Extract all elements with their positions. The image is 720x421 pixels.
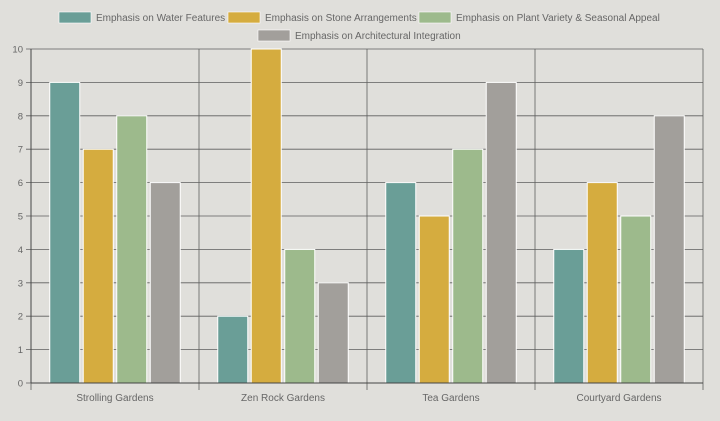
legend-item: Emphasis on Plant Variety & Seasonal App… bbox=[418, 11, 660, 24]
y-tick-label: 4 bbox=[18, 245, 23, 256]
axes: 0 1 2 3 4 5 6 7 8 9 10 Strolling Gardens Zen Rock Ga… bbox=[12, 45, 703, 404]
bar bbox=[217, 315, 249, 384]
legend-label: Emphasis on Plant Variety & Seasonal App… bbox=[456, 13, 660, 24]
bar bbox=[250, 48, 282, 384]
y-tick-label: 8 bbox=[18, 111, 23, 122]
y-tick-label: 3 bbox=[18, 278, 23, 289]
legend-label: Emphasis on Stone Arrangements bbox=[265, 13, 417, 24]
x-tick-label: Courtyard Gardens bbox=[576, 393, 661, 404]
bar bbox=[116, 115, 148, 384]
bar bbox=[149, 182, 181, 384]
x-tick-label: Tea Gardens bbox=[422, 393, 479, 404]
legend: Emphasis on Water Features Emphasis on St… bbox=[58, 11, 660, 42]
bar bbox=[653, 115, 685, 384]
y-tick-label: 7 bbox=[18, 145, 23, 156]
bar bbox=[284, 248, 316, 384]
bar bbox=[620, 215, 652, 384]
legend-swatch bbox=[227, 11, 261, 24]
legend-item: Emphasis on Architectural Integration bbox=[257, 29, 461, 42]
bar bbox=[385, 182, 417, 384]
bar bbox=[553, 248, 585, 384]
y-tick-label: 1 bbox=[18, 345, 23, 356]
bars bbox=[49, 48, 685, 384]
y-tick-label: 5 bbox=[18, 212, 23, 223]
bar bbox=[82, 148, 114, 384]
legend-item: Emphasis on Stone Arrangements bbox=[227, 11, 417, 24]
bar bbox=[418, 215, 450, 384]
bar bbox=[49, 81, 81, 384]
bar bbox=[452, 148, 484, 384]
y-tick-label: 9 bbox=[18, 78, 23, 89]
y-tick-label: 0 bbox=[18, 379, 23, 390]
y-tick-label: 6 bbox=[18, 178, 23, 189]
x-tick-label: Zen Rock Gardens bbox=[241, 393, 325, 404]
bar bbox=[586, 182, 618, 384]
x-tick-label: Strolling Gardens bbox=[76, 393, 153, 404]
legend-label: Emphasis on Architectural Integration bbox=[295, 31, 461, 42]
y-tick-label: 2 bbox=[18, 312, 23, 323]
legend-swatch bbox=[58, 11, 92, 24]
legend-swatch bbox=[257, 29, 291, 42]
legend-label: Emphasis on Water Features bbox=[96, 13, 225, 24]
bar bbox=[317, 282, 349, 384]
legend-item: Emphasis on Water Features bbox=[58, 11, 225, 24]
y-tick-label: 10 bbox=[12, 45, 23, 56]
bar bbox=[485, 81, 517, 384]
legend-swatch bbox=[418, 11, 452, 24]
